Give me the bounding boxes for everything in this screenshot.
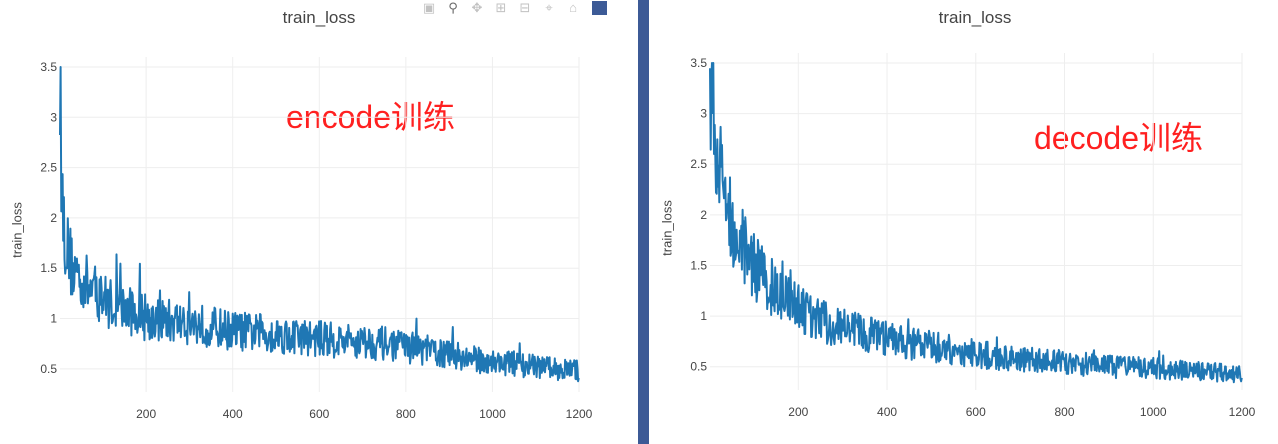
chart-panel-decode: train_loss train_loss decode训练 200 400 600… <box>649 0 1278 444</box>
loss-series-line[interactable] <box>709 62 1243 384</box>
plot-area-decode[interactable]: 200 400 600 800 1000 1200 0.5 1 1.5 2 2.5 3 3.5 <box>649 0 1278 444</box>
y-tick-label: 2 <box>700 208 707 222</box>
x-tick-label: 1200 <box>1229 405 1256 419</box>
x-tick-label: 600 <box>309 407 329 421</box>
y-tick-label: 3 <box>50 110 57 124</box>
x-tick-label: 1000 <box>479 407 506 421</box>
chart-panel-encode: train_loss train_loss encode训练 ▣ ⚲ ✥ ⊞ ⊟… <box>0 0 638 444</box>
y-tick-label: 2.5 <box>690 157 707 171</box>
camera-icon[interactable]: ▣ <box>422 0 436 15</box>
x-tick-label: 1200 <box>566 407 593 421</box>
x-tick-label: 400 <box>223 407 243 421</box>
x-tick-label: 800 <box>1055 405 1075 419</box>
x-tick-label: 200 <box>788 405 808 419</box>
zoom-icon[interactable]: ⚲ <box>448 0 458 15</box>
y-tick-label: 1 <box>700 309 707 323</box>
zoom-out-icon[interactable]: ⊟ <box>519 0 531 15</box>
y-tick-label: 1.5 <box>40 261 57 275</box>
y-tick-label: 1.5 <box>690 258 707 272</box>
y-tick-label: 0.5 <box>40 362 57 376</box>
plotly-logo-icon[interactable] <box>592 1 607 15</box>
y-tick-label: 2 <box>50 211 57 225</box>
zoom-in-icon[interactable]: ⊞ <box>495 0 507 15</box>
panel-divider <box>638 0 649 444</box>
y-tick-label: 0.5 <box>690 360 707 374</box>
autoscale-icon[interactable]: ⌖ <box>545 0 553 15</box>
chart-title: train_loss <box>282 8 356 27</box>
chart-title: train_loss <box>938 8 1012 27</box>
loss-series-line[interactable] <box>59 66 580 383</box>
y-tick-label: 3.5 <box>690 56 707 70</box>
y-tick-label: 1 <box>50 312 57 326</box>
x-tick-label: 1000 <box>1140 405 1167 419</box>
y-tick-label: 2.5 <box>40 161 57 175</box>
x-tick-label: 200 <box>136 407 156 421</box>
pan-icon[interactable]: ✥ <box>471 0 483 15</box>
chart-annotation: decode训练 <box>1034 120 1203 156</box>
plot-area-encode[interactable]: 200 400 600 800 1000 1200 0.5 1 1.5 2 2.5 3 3.5 <box>0 0 638 444</box>
y-tick-label: 3.5 <box>40 60 57 74</box>
home-icon[interactable]: ⌂ <box>569 0 577 15</box>
y-tick-label: 3 <box>700 107 707 121</box>
x-tick-label: 400 <box>877 405 897 419</box>
x-tick-label: 600 <box>966 405 986 419</box>
x-tick-label: 800 <box>396 407 416 421</box>
modebar: ▣ ⚲ ✥ ⊞ ⊟ ⌖ ⌂ <box>420 0 607 16</box>
